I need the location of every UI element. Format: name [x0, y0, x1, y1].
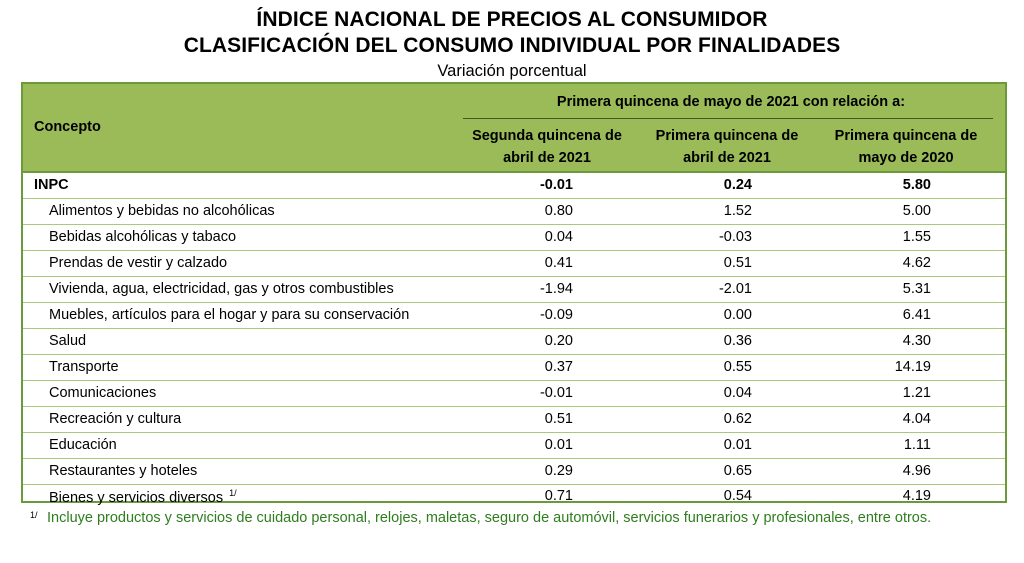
row-label: Educación	[49, 437, 117, 453]
cell-value: 5.00	[902, 203, 931, 219]
cell-value: 4.62	[902, 255, 931, 271]
table-row: Alimentos y bebidas no alcohólicas 0.80 …	[23, 199, 1005, 225]
row-label: INPC	[34, 177, 69, 193]
cell-value: 0.62	[723, 411, 752, 427]
cell-value: 0.29	[544, 463, 573, 479]
cell-value: 0.00	[723, 307, 752, 323]
row-label: Prendas de vestir y calzado	[49, 255, 228, 271]
table-row: Bebidas alcohólicas y tabaco 0.04 -0.03 …	[23, 225, 1005, 251]
footnote-reference: 1/	[229, 488, 237, 498]
header-group-title: Primera quincena de mayo de 2021 con rel…	[556, 94, 906, 110]
cell-value: 0.71	[544, 488, 573, 504]
table-row: Recreación y cultura 0.51 0.62 4.04	[23, 407, 1005, 433]
header-col-3-line-2: mayo de 2020	[858, 150, 954, 166]
cell-value: 5.31	[902, 281, 931, 297]
header-col-3-line-1: Primera quincena de	[834, 128, 978, 144]
row-label: Muebles, artículos para el hogar y para …	[49, 307, 410, 323]
cell-value: 1.55	[902, 229, 931, 245]
cell-value: 0.51	[723, 255, 752, 271]
cell-value: -0.01	[539, 385, 573, 401]
cell-value: -0.03	[718, 229, 752, 245]
header-concept: Concepto	[34, 119, 101, 135]
cell-value: -2.01	[718, 281, 752, 297]
footnote-text: Incluye productos y servicios de cuidado…	[47, 510, 932, 526]
cell-value: 4.19	[902, 488, 931, 504]
table-row: Educación 0.01 0.01 1.11	[23, 433, 1005, 459]
cell-value: 0.80	[544, 203, 573, 219]
page-subtitle: Variación porcentual	[437, 62, 587, 80]
cell-value: 0.41	[544, 255, 573, 271]
header-col-1-line-2: abril de 2021	[503, 150, 591, 166]
table-row: Vivienda, agua, electricidad, gas y otro…	[23, 277, 1005, 303]
cell-value: 0.51	[544, 411, 573, 427]
cell-value: 0.01	[723, 437, 752, 453]
cell-value: 14.19	[894, 359, 931, 375]
cell-value: -0.09	[539, 307, 573, 323]
table-row: Transporte 0.37 0.55 14.19	[23, 355, 1005, 381]
table-row: Muebles, artículos para el hogar y para …	[23, 303, 1005, 329]
cell-value: 1.21	[902, 385, 931, 401]
header-col-2-line-1: Primera quincena de	[655, 128, 799, 144]
row-label: Restaurantes y hoteles	[49, 463, 198, 479]
cell-value: 1.11	[903, 437, 931, 453]
row-label: Bebidas alcohólicas y tabaco	[49, 229, 237, 245]
cell-value: 0.04	[723, 385, 752, 401]
row-label: Salud	[49, 333, 87, 349]
cell-value: 5.80	[902, 177, 931, 193]
cell-value: 0.20	[544, 333, 573, 349]
cell-value: 1.52	[723, 203, 752, 219]
table-row: Bienes y servicios diversos 1/ 0.71 0.54 …	[23, 484, 1005, 510]
table-row: Restaurantes y hoteles 0.29 0.65 4.96	[23, 459, 1005, 485]
cell-value: 0.55	[723, 359, 752, 375]
row-label: Bienes y servicios diversos 1/	[49, 488, 237, 506]
cell-value: -0.01	[539, 177, 573, 193]
header-col-3: Primera quincena de mayo de 2020	[816, 125, 996, 169]
row-label: Recreación y cultura	[49, 411, 182, 427]
header-col-1-line-1: Segunda quincena de	[472, 128, 622, 144]
header-col-2-line-2: abril de 2021	[683, 150, 771, 166]
row-label: Alimentos y bebidas no alcohólicas	[49, 203, 275, 219]
table-row: Prendas de vestir y calzado 0.41 0.51 4.…	[23, 251, 1005, 277]
cell-value: 0.36	[723, 333, 752, 349]
cell-value: 6.41	[902, 307, 931, 323]
cell-value: 0.24	[723, 177, 752, 193]
cell-value: 0.37	[544, 359, 573, 375]
cell-value: 4.04	[902, 411, 931, 427]
table-row-inpc: INPC -0.01 0.24 5.80	[23, 173, 1005, 199]
header-bottom-border	[23, 171, 1005, 173]
cell-value: -1.94	[539, 281, 573, 297]
header-col-2: Primera quincena de abril de 2021	[637, 125, 817, 169]
cell-value: 0.54	[723, 488, 752, 504]
footnote-mark: 1/	[30, 510, 38, 520]
header-divider	[463, 118, 993, 119]
table-row: Salud 0.20 0.36 4.30	[23, 329, 1005, 355]
row-label-text: Bienes y servicios diversos	[49, 490, 224, 506]
page-title-line-1: ÍNDICE NACIONAL DE PRECIOS AL CONSUMIDOR	[256, 8, 768, 31]
data-table: Concepto Primera quincena de mayo de 202…	[21, 82, 1007, 506]
cell-value: 0.65	[723, 463, 752, 479]
cell-value: 4.96	[902, 463, 931, 479]
table-row: Comunicaciones -0.01 0.04 1.21	[23, 381, 1005, 407]
row-label: Transporte	[49, 359, 119, 375]
row-label: Vivienda, agua, electricidad, gas y otro…	[49, 281, 394, 297]
cell-value: 4.30	[902, 333, 931, 349]
table-header: Concepto Primera quincena de mayo de 202…	[23, 84, 1005, 171]
cell-value: 0.04	[544, 229, 573, 245]
row-label: Comunicaciones	[49, 385, 157, 401]
page-title-line-2: CLASIFICACIÓN DEL CONSUMO INDIVIDUAL POR…	[183, 34, 841, 57]
cell-value: 0.01	[544, 437, 573, 453]
header-col-1: Segunda quincena de abril de 2021	[457, 125, 637, 169]
